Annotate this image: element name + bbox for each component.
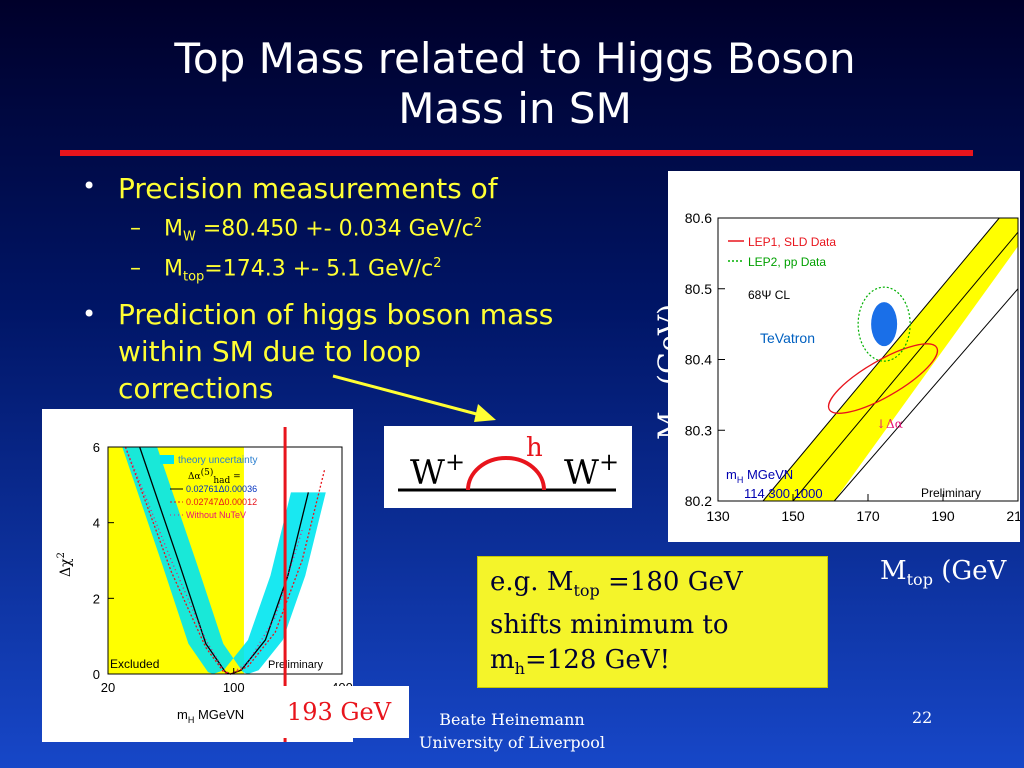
x-tick-label: 100 <box>223 680 245 695</box>
mh-legend-label: mH MGeVN <box>726 467 793 485</box>
note-line-3: mh=128 GeV! <box>490 645 671 679</box>
y-tick-label: 80.2 <box>685 493 712 509</box>
tevatron-label: TeVatron <box>760 330 815 346</box>
footer-author: Beate Heinemann University of Liverpool <box>412 708 612 754</box>
legend-theory-swatch <box>160 455 174 464</box>
curve-series-3 <box>124 446 303 675</box>
excluded-label: Excluded <box>110 657 159 671</box>
y-tick-label: 4 <box>93 516 100 531</box>
title-divider <box>60 150 973 156</box>
y-axis-label: Δχ2 <box>56 552 74 577</box>
footer-affiliation: University of Liverpool <box>418 733 606 752</box>
tevatron-ellipse <box>871 302 898 347</box>
bullet-dot: • <box>82 172 97 200</box>
sub-bullet-mw-text: MW =80.450 +- 0.034 GeV/c2 <box>164 216 483 245</box>
x-tick-label: 20 <box>101 680 115 695</box>
sub-bullet-mtop-text: Mtop=174.3 +- 5.1 GeV/c2 <box>164 256 442 285</box>
higgs-label: h <box>526 433 543 463</box>
mw-vs-mtop-plot: 80.2 80.3 80.4 80.5 80.6 130 150 170 190 210 LEP1,… <box>668 171 1020 542</box>
sm-yellow-band <box>763 218 1018 501</box>
y-tick-label: 80.6 <box>685 210 712 226</box>
lep2-ellipse <box>857 286 911 362</box>
x-tick-label: 210 <box>1006 508 1020 524</box>
mh-values-label: 114 300 1000 <box>744 486 823 501</box>
page-number: 22 <box>912 708 933 727</box>
w-left-label: W+ <box>410 448 465 493</box>
preliminary-label: Preliminary <box>921 486 981 500</box>
x-tick-label: 170 <box>856 508 880 524</box>
x-tick-label: 190 <box>931 508 955 524</box>
legend-theory-label: theory uncertainty <box>178 455 258 466</box>
sub-bullet-dash: – <box>130 256 141 281</box>
delta-alpha-label: ↓Δα <box>876 417 903 431</box>
bullet-dot: • <box>82 300 97 328</box>
legend-series-label: 0.02747Δ0.00012 <box>186 497 257 507</box>
bullet-prediction-text: Prediction of higgs boson mass within SM… <box>118 298 554 405</box>
y-tick-label: 80.4 <box>685 352 712 368</box>
note-line-2: shifts minimum to <box>490 610 729 641</box>
higgs-loop <box>466 456 546 491</box>
mh-1000-line <box>833 288 1019 502</box>
feynman-diagram: W+ W+ h <box>384 426 632 508</box>
x-axis-label: mH MGeVN <box>177 707 244 725</box>
legend-alpha-label: Δα(5)had = <box>188 467 241 486</box>
y-tick-label: 80.3 <box>685 422 712 438</box>
x-tick-label: 130 <box>706 508 730 524</box>
slide-title: Top Mass related to Higgs Boson Mass in … <box>60 34 970 134</box>
mh-300-line <box>792 231 1019 502</box>
w-right-label: W+ <box>564 448 619 493</box>
y-tick-label: 2 <box>93 591 100 606</box>
mtop-axis-label: Mtop (GeV <box>880 556 1007 590</box>
bullet-precision-text: Precision measurements of <box>118 172 498 205</box>
marker-label-193: 193 GeV <box>269 686 409 738</box>
legend-lep2-label: LEP2, pp Data <box>748 255 826 269</box>
y-tick-label: 80.5 <box>685 281 712 297</box>
plot-frame <box>107 446 343 675</box>
legend-lep1-label: LEP1, SLD Data <box>748 235 836 249</box>
y-tick-label: 6 <box>93 440 100 455</box>
y-tick-label: 0 <box>93 667 100 682</box>
legend-cl-label: 68Ψ CL <box>748 288 790 302</box>
sub-bullet-dash: – <box>130 216 141 241</box>
legend-series-label: 0.02761Δ0.00036 <box>186 484 257 494</box>
mw-axis-label: MW (GeV) <box>604 240 690 440</box>
x-tick-label: 150 <box>781 508 805 524</box>
title-line-1: Top Mass related to Higgs Boson <box>174 34 856 83</box>
title-line-2: Mass in SM <box>398 84 632 133</box>
note-line-1: e.g. Mtop =180 GeV <box>490 567 743 601</box>
legend-series-label: Without NuTeV <box>186 510 246 520</box>
lep1-ellipse <box>827 343 939 414</box>
theory-uncertainty-band <box>122 447 326 674</box>
preliminary-label: Preliminary <box>268 659 324 671</box>
example-note-box: e.g. Mtop =180 GeV shifts minimum to mh=… <box>477 556 828 688</box>
footer-name: Beate Heinemann <box>439 710 585 729</box>
